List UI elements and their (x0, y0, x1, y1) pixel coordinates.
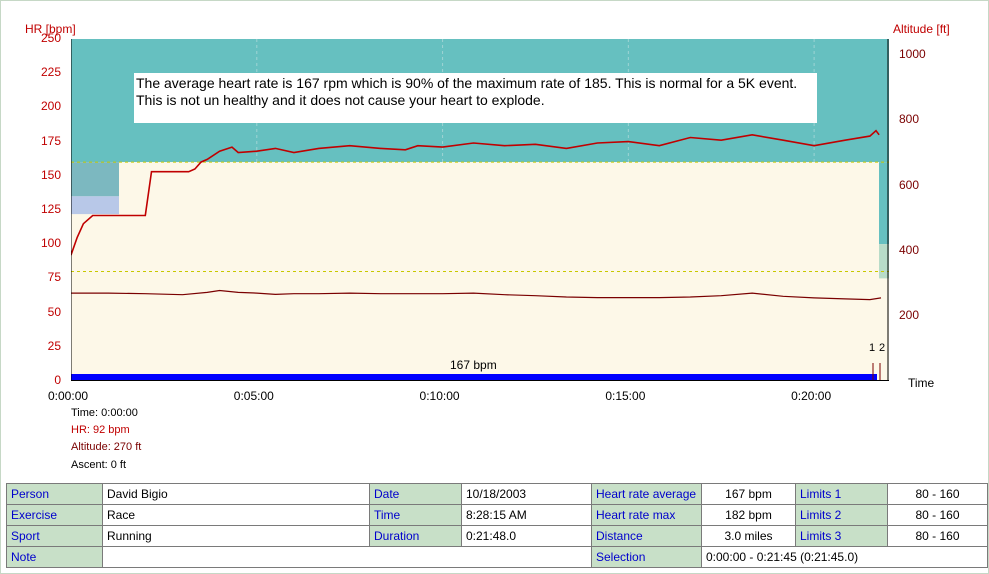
exercise-label: Exercise (6, 504, 103, 526)
altitude-tick-label: 1000 (899, 47, 926, 62)
table-row: Person David Bigio Date 10/18/2003 Heart… (6, 483, 988, 505)
hr-tick-label: 175 (40, 133, 61, 148)
date-value[interactable]: 10/18/2003 (461, 483, 592, 505)
exercise-value[interactable]: Race (102, 504, 370, 526)
hr-average-label: Heart rate average (591, 483, 702, 505)
limits1-value[interactable]: 80 - 160 (887, 483, 988, 505)
average-hr-bar (71, 374, 877, 380)
time-value[interactable]: 8:28:15 AM (461, 504, 592, 526)
hr-tick-label: 75 (47, 270, 61, 285)
hr-tick-label: 200 (40, 99, 61, 114)
duration-label: Duration (369, 525, 462, 547)
readout-ascent: Ascent: 0 ft (71, 459, 127, 471)
limits2-value[interactable]: 80 - 160 (887, 504, 988, 526)
hr-line (71, 129, 880, 256)
average-hr-label: 167 bpm (450, 358, 497, 372)
chart-annotation: The average heart rate is 167 rpm which … (134, 73, 817, 123)
hr-tick-label: 0 (54, 373, 61, 387)
altitude-tick-label: 600 (899, 177, 920, 192)
hr-tick-label: 125 (40, 202, 61, 216)
selection-label: Selection (591, 546, 702, 568)
person-value[interactable]: David Bigio (102, 483, 370, 505)
hr-tick-label: 50 (47, 304, 61, 319)
altitude-tick-label: 400 (899, 242, 920, 257)
readout-altitude: Altitude: 270 ft (71, 441, 142, 453)
limits3-label: Limits 3 (795, 525, 888, 547)
time-label: Time (369, 504, 462, 526)
sport-value[interactable]: Running (102, 525, 370, 547)
hr-zone-strip (71, 196, 119, 215)
hr-average-value: 167 bpm (701, 483, 796, 505)
time-tick-label: 0:05:00 (233, 389, 274, 403)
hr-tick-label: 150 (40, 167, 61, 182)
time-tick-label: 0:10:00 (419, 389, 460, 403)
duration-value[interactable]: 0:21:48.0 (461, 525, 592, 547)
distance-value[interactable]: 3.0 miles (701, 525, 796, 547)
lap-marker-1[interactable]: 1 (869, 342, 876, 354)
altitude-tick-label: 800 (899, 112, 920, 127)
limits1-label: Limits 1 (795, 483, 888, 505)
lap-marker-2[interactable]: 2 (879, 342, 886, 354)
hr-axis-title: HR [bpm] (25, 22, 76, 36)
hr-max-value: 182 bpm (701, 504, 796, 526)
hr-tick-label: 225 (40, 65, 61, 80)
limits2-label: Limits 2 (795, 504, 888, 526)
selection-value: 0:00:00 - 0:21:45 (0:21:45.0) (701, 546, 988, 568)
time-tick-label: 0:15:00 (605, 389, 646, 403)
time-axis-title: Time (908, 376, 935, 390)
hr-tick-label: 100 (40, 236, 61, 251)
hr-max-label: Heart rate max (591, 504, 702, 526)
hr-tick-label: 25 (47, 338, 61, 353)
exercise-info-table: Person David Bigio Date 10/18/2003 Heart… (6, 483, 988, 568)
hr-zone-strip (71, 162, 119, 197)
readout-hr: HR: 92 bpm (71, 424, 130, 436)
time-tick-label: 0:00:00 (48, 389, 89, 403)
right-zone-strip (879, 162, 889, 245)
limits3-value[interactable]: 80 - 160 (887, 525, 988, 547)
table-row: Sport Running Duration 0:21:48.0 Distanc… (6, 525, 988, 547)
sport-label: Sport (6, 525, 103, 547)
note-label: Note (6, 546, 103, 568)
readout-time: Time: 0:00:00 (71, 407, 138, 419)
person-label: Person (6, 483, 103, 505)
distance-label: Distance (591, 525, 702, 547)
time-tick-label: 0:20:00 (791, 389, 832, 403)
hr-tick-label: 250 (40, 31, 61, 45)
table-row: Note Selection 0:00:00 - 0:21:45 (0:21:4… (6, 546, 988, 568)
right-zone-strip (879, 244, 889, 279)
altitude-axis-title: Altitude [ft] (893, 22, 950, 36)
altitude-line (71, 289, 882, 301)
altitude-tick-label: 200 (899, 307, 920, 322)
note-value[interactable] (102, 546, 592, 568)
date-label: Date (369, 483, 462, 505)
table-row: Exercise Race Time 8:28:15 AM Heart rate… (6, 504, 988, 526)
